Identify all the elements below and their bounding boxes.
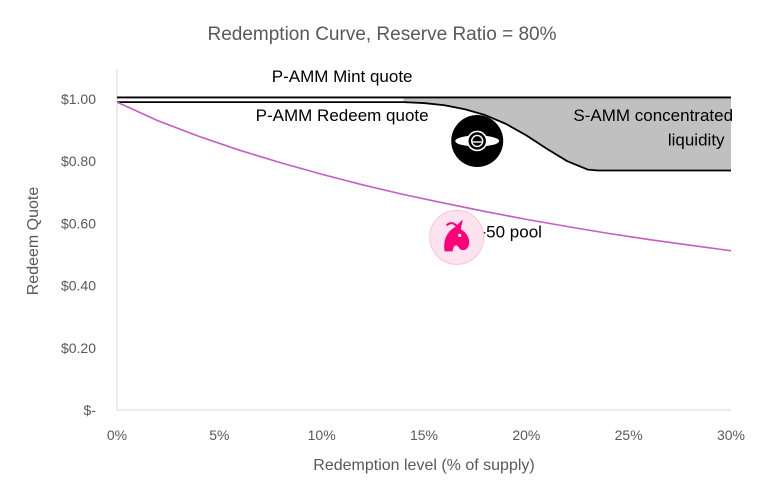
y-tick-label: $0.20 xyxy=(61,340,96,356)
shaded-region-s-amm xyxy=(403,97,731,171)
annotation-label: liquidity xyxy=(668,131,725,150)
x-tick-label: 15% xyxy=(410,427,438,443)
x-tick-label: 25% xyxy=(615,427,643,443)
annotation-label: P-AMM Mint quote xyxy=(272,67,413,86)
x-tick-label: 0% xyxy=(107,427,127,443)
plot-area: 0% 5% 10% 15% 20% 25% 30% $- $0.20 $0.40 $0.60 $0.8… xyxy=(61,67,745,443)
x-tick-label: 10% xyxy=(308,427,336,443)
y-tick-label: $0.40 xyxy=(61,278,96,294)
y-axis-title: Redeem Quote xyxy=(25,187,42,296)
gyroscope-logo-icon xyxy=(451,114,504,167)
chart-title: Redemption Curve, Reserve Ratio = 80% xyxy=(207,24,556,45)
y-tick-label: $1.00 xyxy=(61,91,96,107)
series-line-redeem xyxy=(117,101,731,172)
y-tick-label: $0.60 xyxy=(61,215,96,231)
x-tick-label: 30% xyxy=(717,427,745,443)
annotation-label: P-AMM Redeem quote xyxy=(256,106,429,125)
uniswap-unicorn-icon xyxy=(429,209,485,265)
annotation-label: S-AMM concentrated xyxy=(573,106,733,125)
x-axis-title: Redemption level (% of supply) xyxy=(313,457,534,474)
x-tick-label: 20% xyxy=(512,427,540,443)
series-line-pool xyxy=(116,101,732,252)
y-tick-label: $- xyxy=(84,402,97,418)
x-tick-label: 5% xyxy=(209,427,229,443)
y-tick-label: $0.80 xyxy=(61,153,96,169)
